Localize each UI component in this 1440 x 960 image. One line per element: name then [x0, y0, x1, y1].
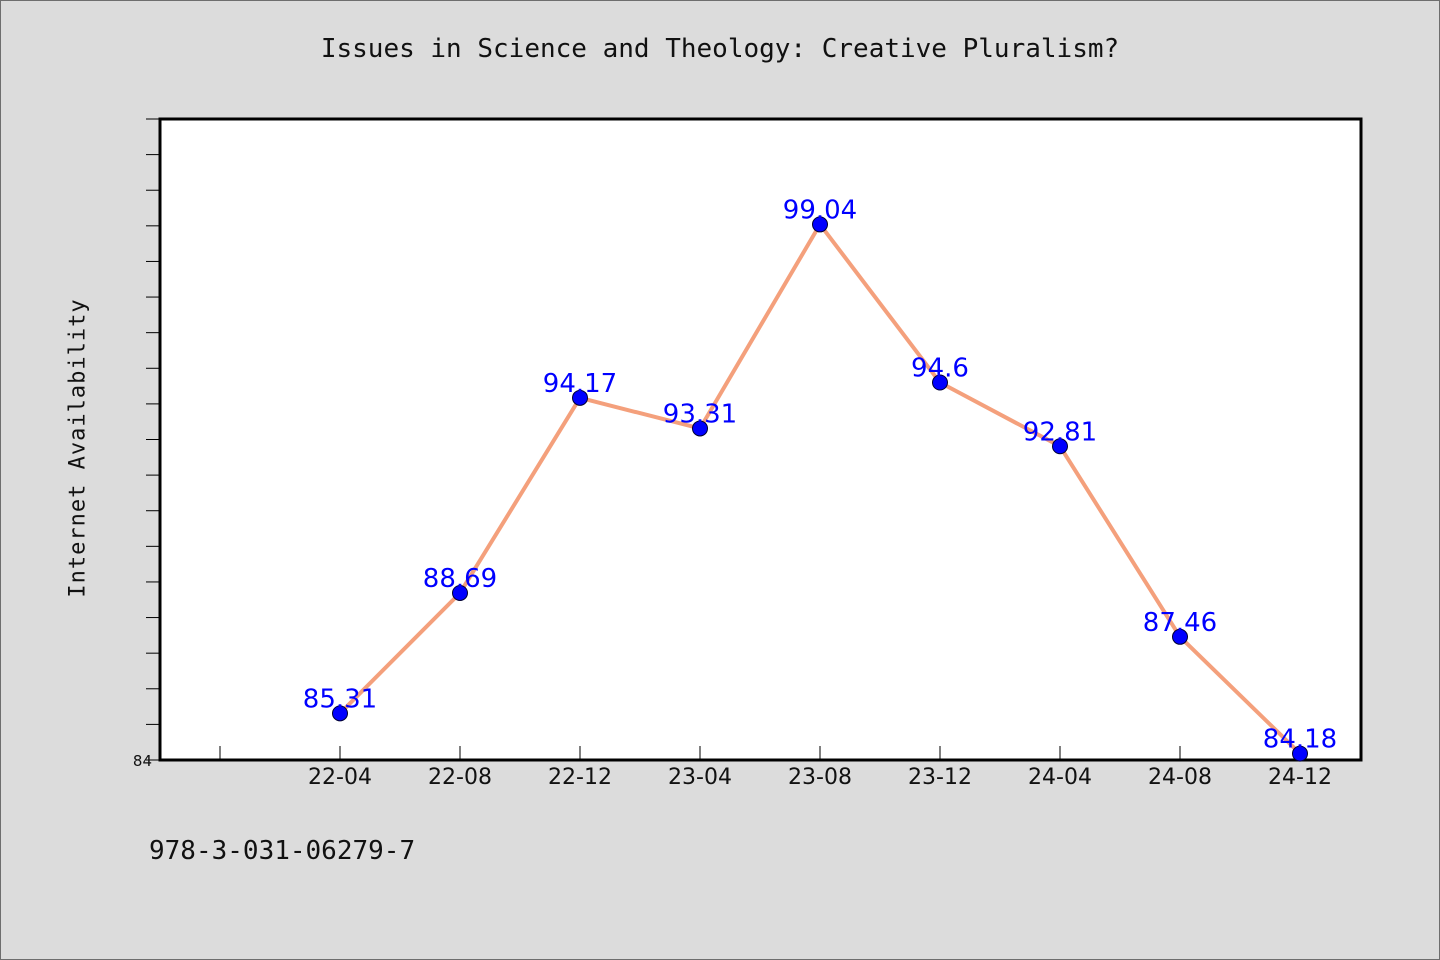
x-tick-label: 22-04: [308, 765, 372, 790]
data-labels: 85.31 88.69 94.17 93.31 99.04 94.6 92.81 87.46 8…: [303, 195, 1337, 754]
x-tick-label: 23-12: [908, 765, 972, 790]
data-point: [452, 584, 468, 601]
data-point: [932, 374, 948, 391]
data-point: [572, 389, 588, 406]
data-label: 94.6: [911, 354, 969, 384]
data-point: [1052, 438, 1068, 455]
data-point: [812, 216, 828, 233]
data-point: [332, 705, 348, 722]
x-axis-ticks: 22-04 22-08 22-12 23-04 23-08 23-12 24-04 24-08…: [219, 746, 1332, 790]
data-point: [692, 420, 708, 437]
chart-title: Issues in Science and Theology: Creative…: [320, 34, 1120, 64]
data-markers: [332, 216, 1308, 762]
data-label: 93.31: [663, 399, 737, 429]
x-tick-label: 23-08: [788, 765, 852, 790]
data-label: 87.46: [1143, 608, 1217, 638]
data-label: 92.81: [1023, 417, 1097, 447]
plot-area: [158, 117, 1363, 762]
data-label: 94.17: [543, 369, 617, 399]
x-tick-label: 24-04: [1028, 765, 1092, 790]
data-point: [1172, 628, 1188, 645]
x-tick-label: 22-08: [428, 765, 492, 790]
data-point: [1292, 745, 1308, 762]
x-tick-label: 24-08: [1148, 765, 1212, 790]
x-tick-label: 23-04: [668, 765, 732, 790]
data-label: 84.18: [1263, 725, 1337, 755]
x-tick-label: 22-12: [548, 765, 612, 790]
isbn-label: 978-3-031-06279-7: [149, 836, 416, 866]
y-tick-label: 84: [133, 752, 152, 770]
y-axis-ticks: 84: [133, 118, 160, 770]
data-label: 88.69: [423, 564, 497, 594]
data-label: 99.04: [783, 195, 857, 225]
data-label: 85.31: [303, 684, 377, 714]
x-tick-label: 24-12: [1268, 765, 1332, 790]
